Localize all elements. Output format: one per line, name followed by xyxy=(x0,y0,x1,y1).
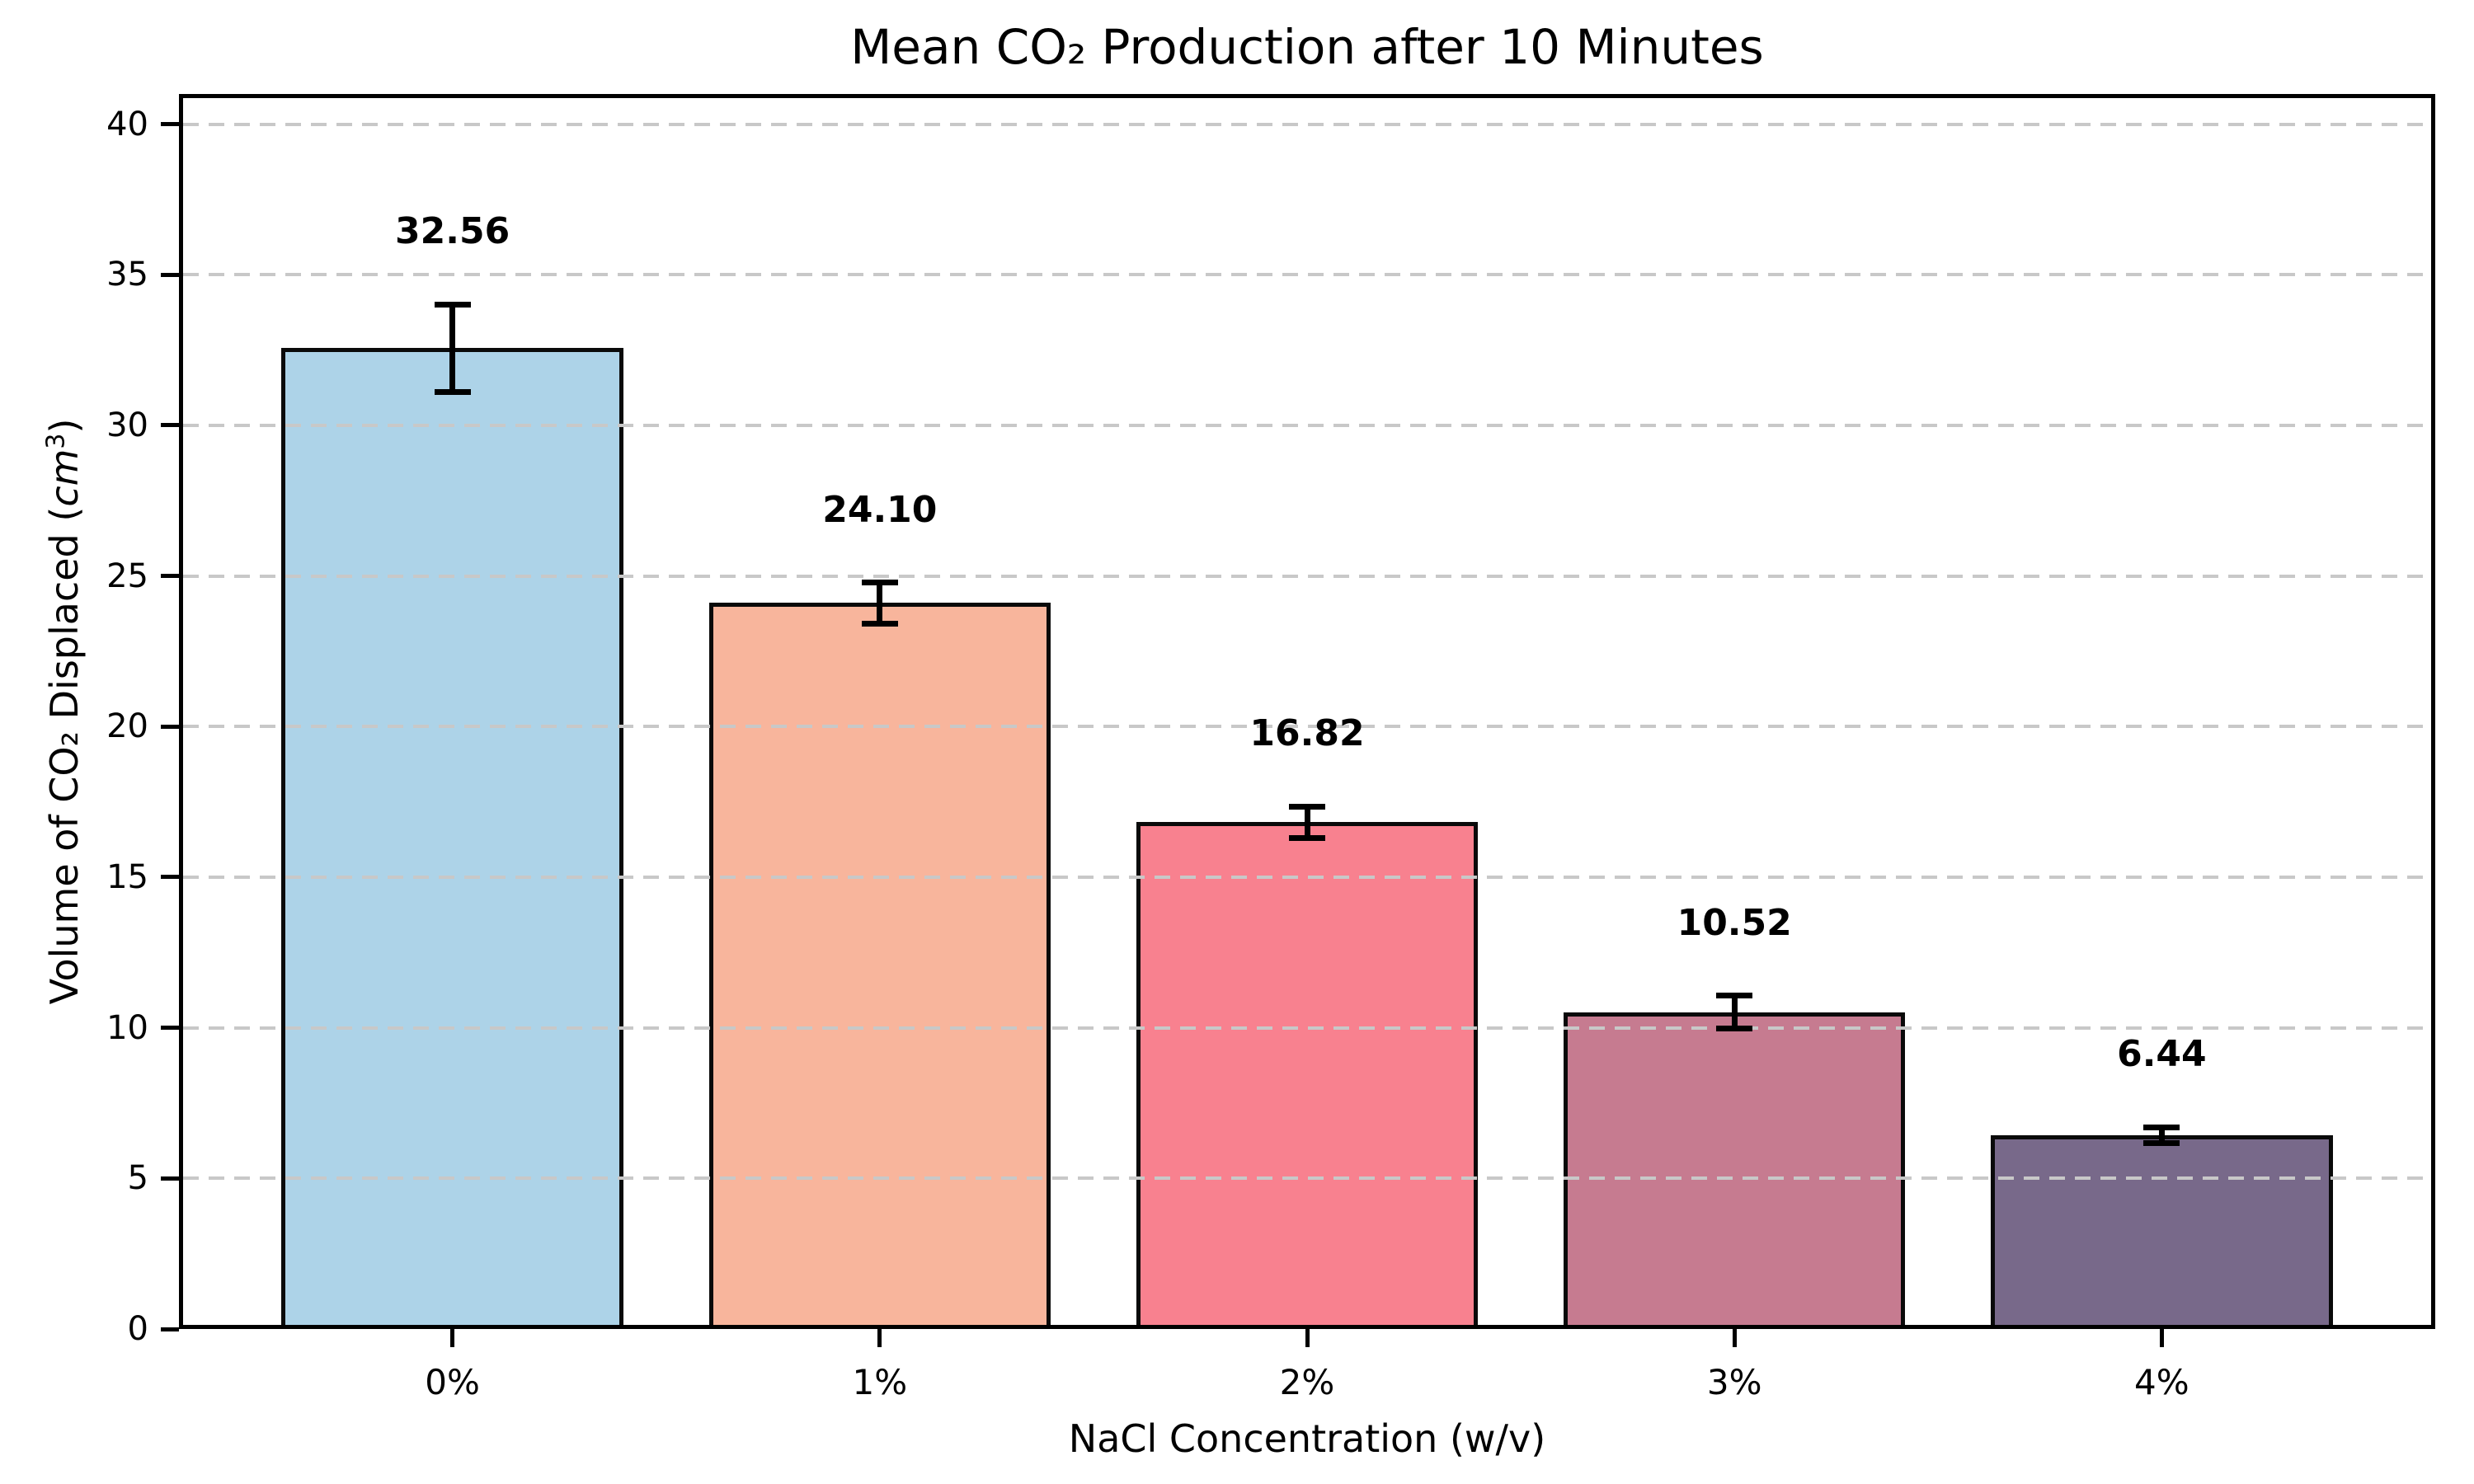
y-tick xyxy=(161,1176,179,1181)
y-tick xyxy=(161,724,179,729)
bar-value-label: 6.44 xyxy=(2117,1033,2207,1076)
error-bar-top-cap xyxy=(434,301,471,308)
error-bar-bottom-cap xyxy=(1289,834,1325,841)
bar xyxy=(281,348,623,1329)
x-tick-label: 2% xyxy=(1279,1362,1335,1402)
y-tick-label: 25 xyxy=(106,556,148,595)
x-tick-label: 4% xyxy=(2134,1362,2189,1402)
bar-value-label: 10.52 xyxy=(1677,901,1792,944)
gridline xyxy=(183,725,2431,729)
y-tick-label: 35 xyxy=(106,256,148,294)
gridline xyxy=(183,1026,2431,1030)
error-bar-bottom-cap xyxy=(1716,1025,1753,1031)
error-bar-top-cap xyxy=(861,580,898,586)
bar xyxy=(1991,1134,2333,1329)
error-bar-bottom-cap xyxy=(2143,1139,2180,1146)
y-tick xyxy=(161,122,179,127)
gridline xyxy=(183,122,2431,126)
bar-value-label: 32.56 xyxy=(395,210,510,253)
gridline xyxy=(183,273,2431,277)
x-tick-label: 1% xyxy=(852,1362,908,1402)
y-tick-label: 5 xyxy=(127,1159,148,1198)
bar xyxy=(1563,1012,1906,1329)
y-axis-label-unit: cm xyxy=(42,448,87,507)
error-bar xyxy=(1731,995,1738,1029)
x-tick-label: 0% xyxy=(425,1362,480,1402)
gridline xyxy=(183,1176,2431,1181)
bar-value-label: 16.82 xyxy=(1249,712,1365,755)
x-tick xyxy=(450,1329,455,1347)
y-tick xyxy=(161,574,179,579)
y-tick xyxy=(161,875,179,880)
error-bar-bottom-cap xyxy=(861,620,898,627)
error-bar xyxy=(877,582,883,624)
error-bar-top-cap xyxy=(1716,993,1753,999)
bar xyxy=(1136,822,1479,1329)
y-tick-label: 40 xyxy=(106,105,148,143)
error-bar-top-cap xyxy=(1289,803,1325,810)
y-tick xyxy=(161,1327,179,1331)
y-tick xyxy=(161,423,179,428)
x-axis-label: NaCl Concentration (w/v) xyxy=(1068,1416,1546,1461)
x-tick xyxy=(2159,1329,2164,1347)
gridline xyxy=(183,875,2431,879)
x-tick xyxy=(1732,1329,1737,1347)
y-tick-label: 0 xyxy=(127,1310,148,1348)
y-tick-label: 30 xyxy=(106,406,148,444)
error-bar-bottom-cap xyxy=(434,388,471,395)
gridline xyxy=(183,423,2431,427)
x-tick xyxy=(1305,1329,1310,1347)
y-tick-label: 20 xyxy=(106,707,148,746)
bar xyxy=(708,603,1051,1329)
x-tick xyxy=(877,1329,882,1347)
error-bar xyxy=(2158,1127,2165,1144)
chart-title: Mean CO₂ Production after 10 Minutes xyxy=(850,19,1764,75)
y-tick-label: 15 xyxy=(106,857,148,896)
error-bar-top-cap xyxy=(2143,1124,2180,1130)
y-tick xyxy=(161,1026,179,1031)
y-tick-label: 10 xyxy=(106,1008,148,1047)
x-tick-label: 3% xyxy=(1706,1362,1762,1402)
gridline xyxy=(183,574,2431,578)
y-tick xyxy=(161,272,179,277)
error-bar xyxy=(449,304,456,392)
bar-value-label: 24.10 xyxy=(822,488,938,531)
error-bar xyxy=(1304,806,1310,838)
